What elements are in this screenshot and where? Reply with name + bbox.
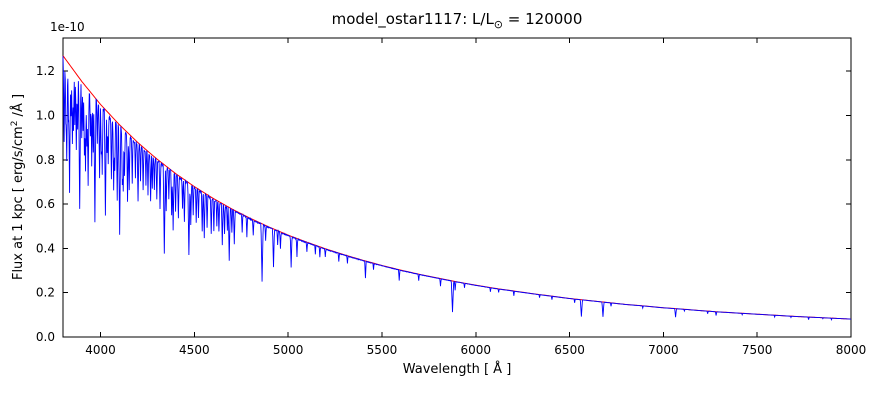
x-tick-label: 7500 [742,343,773,357]
y-tick-label: 0.0 [36,330,55,344]
y-axis-label: Flux at 1 kpc [ erg/s/cm2 /Å ] [9,93,27,281]
y-tick-label: 0.6 [36,197,55,211]
x-tick-label: 6500 [554,343,585,357]
x-tick-label: 5500 [367,343,398,357]
sun-symbol: ⊙ [493,18,504,31]
x-tick-label: 4500 [179,343,210,357]
chart-title-text: model_ostar1117: L/L [331,10,494,28]
y-tick-label: 0.2 [36,286,55,300]
x-tick-label: 6000 [460,343,491,357]
x-tick-label: 4000 [85,343,116,357]
y-axis-offset-label: 1e-10 [50,20,85,34]
x-tick-label: 8000 [836,343,867,357]
y-tick-label: 0.4 [36,241,55,255]
continuum-line [62,55,852,320]
x-tick-label: 7000 [648,343,679,357]
y-tick-label: 1.0 [36,109,55,123]
chart-title-value: = 120000 [503,10,583,28]
y-tick-label: 1.2 [36,64,55,78]
axes-frame [62,37,852,338]
spectrum-line [62,56,852,321]
x-tick-label: 5000 [273,343,304,357]
x-axis-label: Wavelength [ Å ] [402,362,512,377]
y-tick-label: 0.8 [36,153,55,167]
chart-title: model_ostar1117: L/L⊙ = 120000 [63,10,851,31]
